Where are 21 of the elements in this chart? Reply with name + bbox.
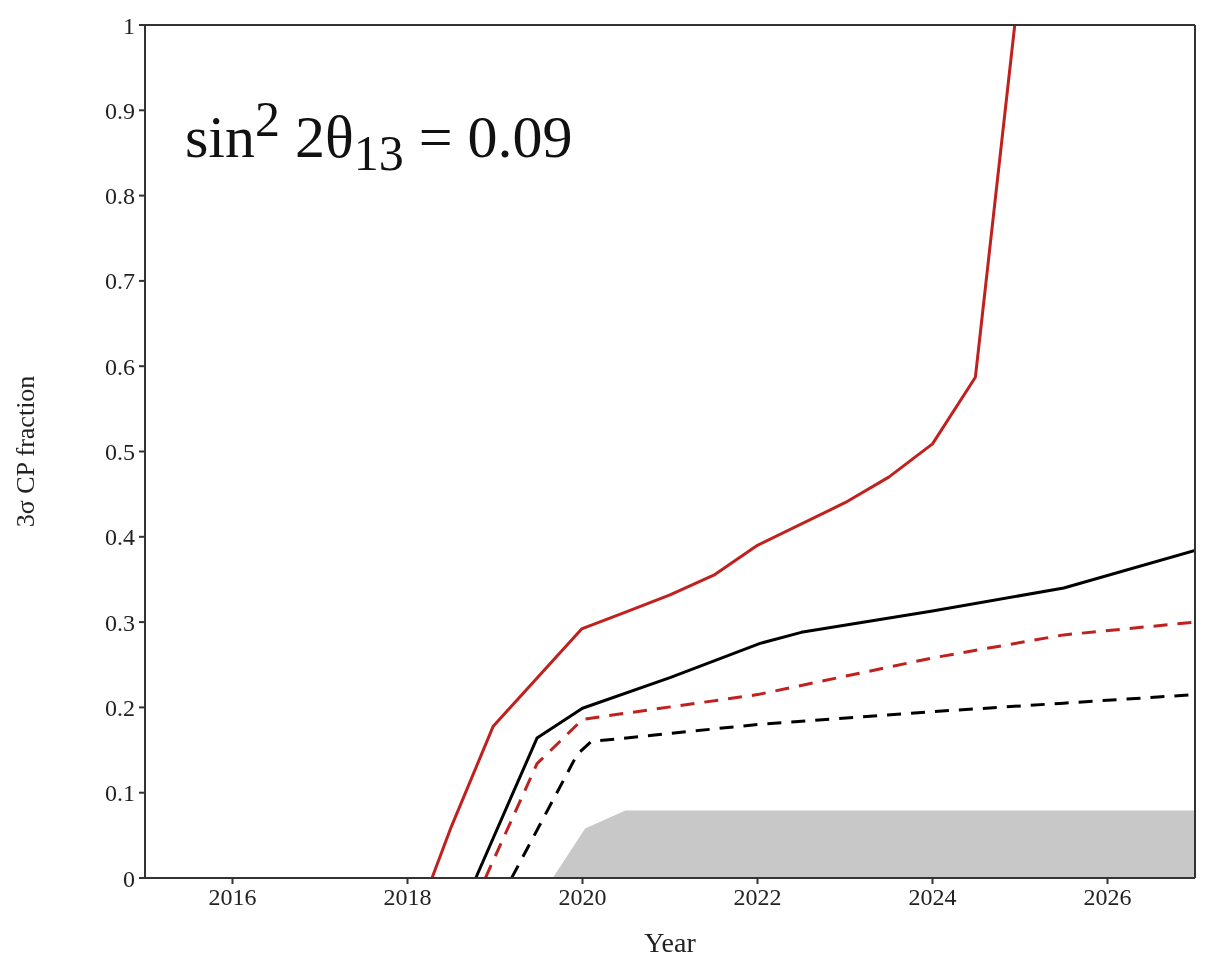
y-tick-label: 0: [123, 865, 135, 892]
y-tick-label: 0.5: [105, 439, 135, 466]
y-tick-label: 0.8: [105, 183, 135, 210]
x-tick-label: 2022: [733, 884, 782, 911]
x-axis-title: Year: [644, 927, 697, 958]
y-tick-label: 1: [123, 12, 135, 39]
x-tick-label: 2020: [558, 884, 607, 911]
y-tick-label: 0.9: [105, 97, 135, 124]
line-series: [474, 548, 1195, 878]
y-axis-title: 3σ CP fraction: [11, 375, 41, 528]
y-tick-label: 0.1: [105, 780, 135, 807]
y-tick-label: 0.3: [105, 609, 135, 636]
x-tick-label: 2026: [1083, 884, 1132, 911]
y-tick-label: 0.7: [105, 268, 135, 295]
y-tick-label: 0.4: [105, 524, 135, 551]
x-tick-label: 2024: [908, 884, 957, 911]
x-tick-label: 2018: [383, 884, 432, 911]
y-tick-label: 0.6: [105, 353, 135, 380]
x-tick-label: 2016: [208, 884, 257, 911]
y-tick-label: 0.2: [105, 694, 135, 721]
formula-text: sin$^{2}$ 2θ$_{13}$ = 0.09: [185, 94, 573, 178]
